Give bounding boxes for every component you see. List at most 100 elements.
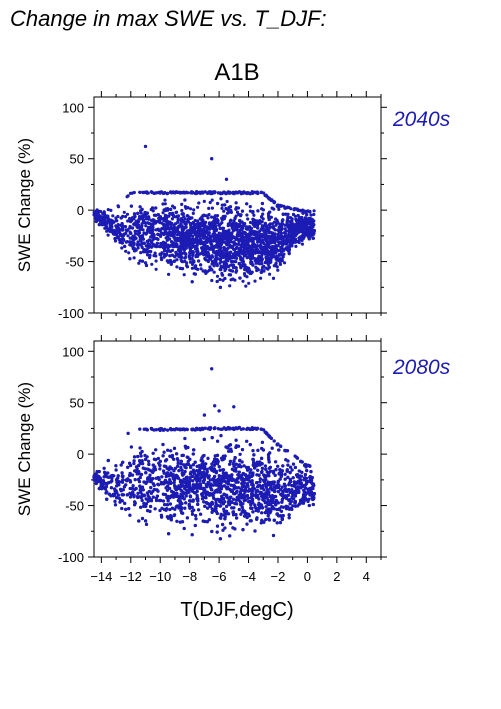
data-point xyxy=(286,215,290,219)
data-point xyxy=(115,233,119,237)
data-point xyxy=(225,258,229,262)
data-point xyxy=(283,231,287,235)
data-point xyxy=(284,246,288,250)
data-point xyxy=(141,228,145,232)
data-point xyxy=(257,230,261,234)
data-point xyxy=(235,245,239,249)
data-point xyxy=(187,254,191,258)
data-point xyxy=(133,232,138,236)
data-point xyxy=(234,266,238,270)
outlier-point xyxy=(96,210,101,214)
data-point xyxy=(186,214,190,218)
data-point xyxy=(182,232,186,236)
data-point xyxy=(241,279,245,283)
data-point xyxy=(138,228,142,232)
data-point xyxy=(240,249,244,253)
data-point xyxy=(229,233,234,237)
data-point xyxy=(132,256,136,260)
data-point xyxy=(173,259,177,263)
data-point xyxy=(194,264,198,268)
data-point xyxy=(161,211,165,215)
data-point xyxy=(191,234,195,238)
data-point xyxy=(281,249,285,253)
data-point xyxy=(166,260,170,264)
data-point xyxy=(213,214,217,218)
x-tick-label: −8 xyxy=(182,569,197,584)
data-point xyxy=(260,201,264,206)
data-point xyxy=(256,249,260,253)
data-point xyxy=(145,191,149,195)
data-point xyxy=(140,215,144,219)
data-point xyxy=(216,191,220,195)
data-point xyxy=(129,218,133,223)
data-point xyxy=(250,190,254,194)
data-point xyxy=(293,233,298,238)
data-point xyxy=(202,236,206,240)
data-point xyxy=(192,208,196,212)
data-point xyxy=(234,228,238,232)
data-point xyxy=(300,215,304,220)
data-point xyxy=(295,218,299,223)
data-point xyxy=(263,245,267,250)
data-point xyxy=(207,231,211,235)
data-point xyxy=(270,239,274,243)
data-point xyxy=(222,265,226,269)
data-point xyxy=(251,210,255,214)
data-point xyxy=(105,216,109,220)
data-point xyxy=(273,228,277,232)
data-point xyxy=(301,236,306,240)
data-point xyxy=(219,264,223,269)
data-point xyxy=(201,241,205,245)
data-point xyxy=(307,233,311,237)
data-point xyxy=(138,205,142,209)
data-point xyxy=(199,267,203,271)
data-point xyxy=(169,262,173,266)
data-point xyxy=(221,273,225,277)
data-point xyxy=(234,225,238,229)
y-tick-label: 0 xyxy=(77,203,84,218)
data-point xyxy=(195,250,199,254)
data-point xyxy=(132,190,136,195)
data-point xyxy=(271,225,276,229)
x-tick-label: −6 xyxy=(212,569,227,584)
data-point xyxy=(158,215,162,219)
data-point xyxy=(281,218,285,222)
data-point xyxy=(212,250,216,254)
data-points xyxy=(92,367,316,541)
data-point xyxy=(244,284,248,288)
data-point xyxy=(128,231,133,235)
data-point xyxy=(219,197,223,201)
data-point xyxy=(308,225,312,229)
data-point xyxy=(259,276,263,280)
data-point xyxy=(181,212,185,216)
data-point xyxy=(270,245,275,249)
data-point xyxy=(173,237,177,241)
data-point xyxy=(237,222,242,226)
data-point xyxy=(249,256,253,261)
data-point xyxy=(274,223,278,227)
data-point xyxy=(151,228,155,232)
data-point xyxy=(283,227,287,231)
data-point xyxy=(126,194,130,198)
data-point xyxy=(222,209,226,213)
data-point xyxy=(231,190,235,195)
data-point xyxy=(162,222,166,227)
data-point xyxy=(184,190,189,194)
data-point xyxy=(312,229,316,233)
data-point xyxy=(300,242,304,246)
data-point xyxy=(260,215,264,219)
data-point xyxy=(202,232,207,236)
data-point xyxy=(162,219,166,223)
data-point xyxy=(206,258,210,262)
data-point xyxy=(259,255,263,259)
data-point xyxy=(268,197,272,201)
data-point xyxy=(109,225,113,229)
data-point xyxy=(194,266,198,271)
data-point xyxy=(226,246,230,250)
data-point xyxy=(298,237,303,241)
data-point xyxy=(229,240,233,244)
data-point xyxy=(137,231,142,235)
data-point xyxy=(211,234,215,238)
data-point xyxy=(294,244,298,248)
